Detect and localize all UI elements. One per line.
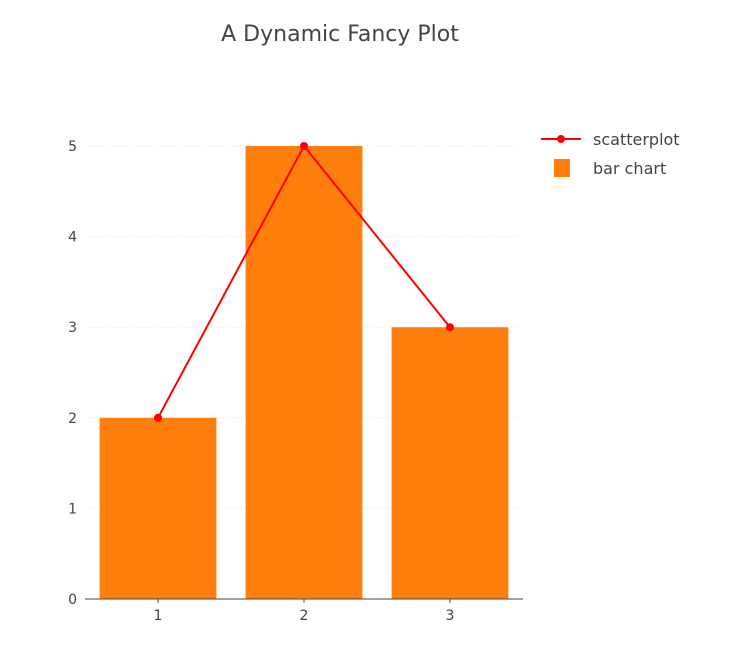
bar-3 xyxy=(391,327,509,599)
point-3 xyxy=(446,323,454,332)
point-2 xyxy=(300,142,308,150)
bar-1 xyxy=(99,417,217,599)
bar-2 xyxy=(245,146,363,599)
y-tick-label-3: 3 xyxy=(68,320,77,336)
legend: scatterplot bar chart xyxy=(541,130,680,178)
point-1 xyxy=(154,413,162,422)
x-tick-label-2: 2 xyxy=(300,608,309,624)
x-tick-label-3: 3 xyxy=(446,608,455,624)
legend-marker-scatterplot xyxy=(557,135,565,143)
y-tick-label-1: 1 xyxy=(68,501,77,517)
legend-label-bar-chart: bar chart xyxy=(593,159,666,178)
y-tick-label-5: 5 xyxy=(68,139,77,155)
bar-series xyxy=(99,146,509,599)
axes: 0 1 2 3 4 5 1 2 3 xyxy=(68,139,523,624)
chart-title: A Dynamic Fancy Plot xyxy=(221,22,459,47)
legend-label-scatterplot: scatterplot xyxy=(593,130,680,149)
line-series xyxy=(154,142,454,422)
y-tick-label-0: 0 xyxy=(68,592,77,608)
y-tick-label-4: 4 xyxy=(68,230,77,246)
y-tick-label-2: 2 xyxy=(68,411,77,427)
x-tick-label-1: 1 xyxy=(154,608,163,624)
legend-swatch-bar-chart xyxy=(554,159,570,177)
